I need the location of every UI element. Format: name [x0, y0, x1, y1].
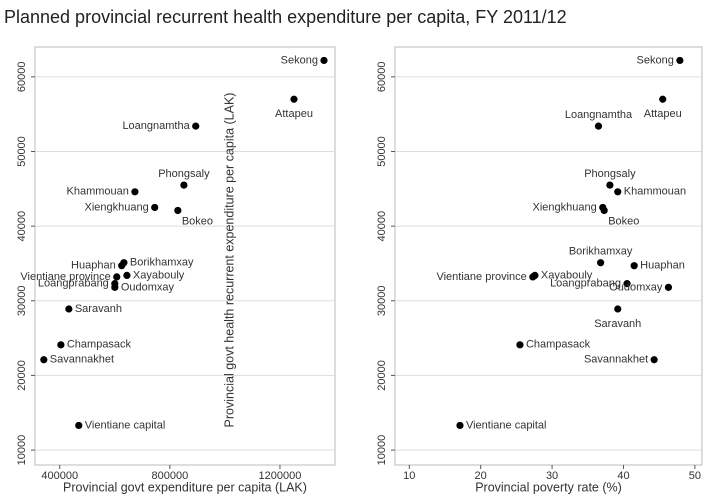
- y-tick-label: 50000: [16, 136, 28, 167]
- point: [320, 56, 328, 65]
- point-label: Borikhamxay: [130, 257, 194, 269]
- point: [65, 305, 73, 313]
- point: [630, 262, 638, 270]
- point-label: Oudomxay: [609, 281, 663, 293]
- point-label: Sekong: [281, 54, 318, 66]
- point-label: Bokeo: [608, 215, 639, 227]
- point-label: Saravanh: [594, 318, 641, 330]
- point: [75, 421, 83, 430]
- point-label: Huaphan: [71, 260, 116, 272]
- x-axis-label: Provincial poverty rate (%): [475, 480, 622, 494]
- y-tick-label: 20000: [376, 360, 388, 391]
- point: [180, 181, 188, 189]
- y-tick-label: 40000: [16, 211, 28, 242]
- point-label: Huaphan: [640, 260, 685, 272]
- y-tick-label: 60000: [16, 62, 28, 93]
- point-label: Xiengkhuang: [84, 201, 148, 213]
- point-label: Oudomxay: [121, 281, 175, 293]
- y-tick-label: 10000: [16, 435, 28, 466]
- point-label: Saravanh: [75, 303, 122, 315]
- point: [57, 341, 65, 349]
- point: [676, 56, 684, 65]
- x-tick-label: 1200000: [259, 470, 302, 482]
- point: [113, 273, 121, 281]
- point-label: Attapeu: [644, 108, 682, 120]
- chart-title: Planned provincial recurrent health expe…: [4, 7, 567, 27]
- point-label: Vientiane capital: [466, 419, 547, 431]
- point-label: Phongsaly: [584, 168, 636, 180]
- point: [174, 206, 182, 215]
- point: [290, 95, 298, 103]
- point: [623, 280, 631, 288]
- x-tick-label: 30: [546, 470, 558, 482]
- point: [123, 271, 131, 280]
- x-tick-label: 50: [689, 470, 701, 482]
- point: [614, 305, 622, 313]
- point: [606, 181, 614, 189]
- point-label: Vientiane province: [436, 271, 526, 283]
- point: [529, 273, 537, 281]
- point-label: Borikhamxay: [569, 246, 633, 258]
- point: [111, 283, 119, 291]
- x-tick-label: 20: [475, 470, 487, 482]
- point-label: Xayabouly: [541, 269, 593, 281]
- x-tick-label: 40: [617, 470, 629, 482]
- point-label: Xayabouly: [133, 269, 185, 281]
- point: [151, 203, 159, 212]
- point: [600, 206, 608, 215]
- point-label: Bokeo: [182, 215, 213, 227]
- point-label: Loangnamtha: [565, 109, 633, 121]
- point-label: Loangprabang: [550, 278, 621, 290]
- point-label: Sekong: [637, 54, 674, 66]
- point: [192, 122, 200, 130]
- point-label: Phongsaly: [158, 168, 210, 180]
- point: [650, 356, 658, 364]
- point-label: Vientiane capital: [85, 419, 166, 431]
- plot-frame: [34, 46, 336, 466]
- point: [659, 95, 667, 103]
- y-tick-label: 20000: [16, 360, 28, 391]
- point-label: Loangprabang: [38, 278, 109, 290]
- point-label: Khammouan: [67, 186, 129, 198]
- point-label: Champasack: [526, 339, 591, 351]
- point: [456, 421, 464, 430]
- y-tick-label: 30000: [16, 285, 28, 316]
- point: [131, 188, 139, 196]
- point: [594, 122, 603, 130]
- point: [664, 283, 673, 291]
- point-label: Savannakhet: [584, 354, 648, 366]
- point: [597, 259, 605, 267]
- point-label: Champasack: [67, 339, 132, 351]
- x-tick-label: 400000: [41, 470, 78, 482]
- point-label: Xiengkhuang: [533, 201, 597, 213]
- point-label: Loangnamtha: [122, 120, 190, 132]
- plot-frame: [394, 46, 703, 466]
- y-tick-label: 10000: [376, 435, 388, 466]
- y-tick-label: 30000: [376, 285, 388, 316]
- point: [614, 188, 622, 196]
- x-axis-label: Provincial govt expenditure per capita (…: [63, 480, 307, 494]
- point: [40, 356, 48, 364]
- y-tick-label: 50000: [376, 136, 388, 167]
- y-tick-label: 60000: [376, 62, 388, 93]
- point-label: Khammouan: [624, 186, 686, 198]
- x-tick-label: 10: [403, 470, 415, 482]
- point-label: Attapeu: [275, 108, 313, 120]
- point: [118, 262, 126, 270]
- y-tick-label: 40000: [376, 211, 388, 242]
- point-label: Savannakhet: [50, 354, 114, 366]
- y-axis-label: Provincial govt health recurrent expendi…: [222, 93, 236, 428]
- point-label: Vientiane province: [20, 271, 110, 283]
- point: [516, 341, 524, 349]
- x-tick-label: 800000: [152, 470, 189, 482]
